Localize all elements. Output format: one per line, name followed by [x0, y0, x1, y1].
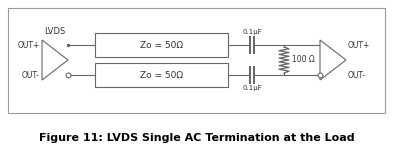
Text: LVDS: LVDS [44, 27, 66, 36]
Text: Zo = 50Ω: Zo = 50Ω [140, 40, 183, 49]
Bar [8, 8, 385, 113]
Text: OUT-: OUT- [348, 71, 366, 80]
Text: 0.1µF: 0.1µF [242, 29, 262, 35]
Polygon shape [42, 40, 68, 80]
Bar [95, 33, 228, 57]
Bar [95, 63, 228, 87]
Text: Figure 11: LVDS Single AC Termination at the Load: Figure 11: LVDS Single AC Termination at… [39, 133, 354, 143]
Text: OUT+: OUT+ [348, 40, 370, 49]
Text: 0.1µF: 0.1µF [242, 85, 262, 91]
Polygon shape [320, 40, 346, 80]
Text: OUT+: OUT+ [18, 40, 40, 49]
Text: OUT-: OUT- [22, 71, 40, 80]
Text: 100 Ω: 100 Ω [292, 55, 315, 64]
Text: Zo = 50Ω: Zo = 50Ω [140, 71, 183, 80]
